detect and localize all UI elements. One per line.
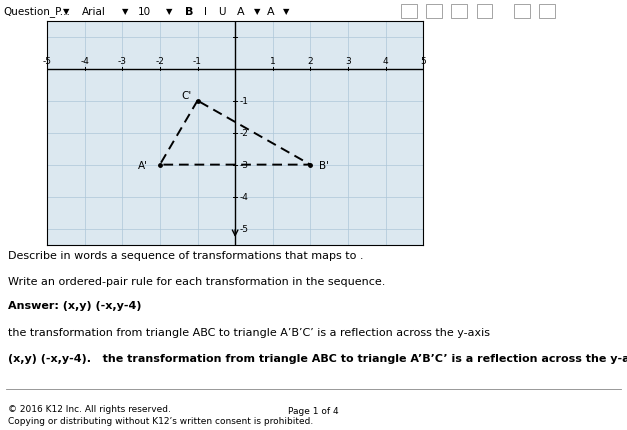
Text: -3: -3 <box>118 57 127 66</box>
Bar <box>426 5 442 19</box>
Text: the transformation from triangle ABC to triangle A’B’C’ is a reflection across t: the transformation from triangle ABC to … <box>8 328 490 338</box>
Text: -4: -4 <box>240 193 248 202</box>
Text: 5: 5 <box>420 57 426 66</box>
Text: A': A' <box>138 160 148 170</box>
Text: ▼: ▼ <box>283 7 290 16</box>
Text: I: I <box>204 7 207 17</box>
Text: -1: -1 <box>240 97 249 106</box>
Text: Question_P...: Question_P... <box>3 6 70 17</box>
Text: ▼: ▼ <box>122 7 129 16</box>
Text: 1: 1 <box>270 57 276 66</box>
Bar <box>514 5 530 19</box>
Text: -3: -3 <box>240 161 249 170</box>
Text: 2: 2 <box>308 57 313 66</box>
Text: ▼: ▼ <box>63 7 69 16</box>
Text: -5: -5 <box>240 224 249 233</box>
Text: -2: -2 <box>155 57 164 66</box>
Text: Answer: (x,y) (-x,y-4): Answer: (x,y) (-x,y-4) <box>8 301 141 310</box>
Text: (x,y) (-x,y-4).   the transformation from triangle ABC to triangle A’B’C’ is a r: (x,y) (-x,y-4). the transformation from … <box>8 353 627 363</box>
Text: 4: 4 <box>383 57 388 66</box>
Text: A: A <box>237 7 245 17</box>
Text: -2: -2 <box>240 129 248 138</box>
Bar <box>477 5 492 19</box>
Text: Write an ordered-pair rule for each transformation in the sequence.: Write an ordered-pair rule for each tran… <box>8 276 385 286</box>
Text: B': B' <box>319 160 329 170</box>
Text: Describe in words a sequence of transformations that maps to .: Describe in words a sequence of transfor… <box>8 250 363 260</box>
Text: Arial: Arial <box>82 7 105 17</box>
Text: 3: 3 <box>345 57 351 66</box>
Bar <box>539 5 555 19</box>
Text: 10: 10 <box>138 7 151 17</box>
Text: © 2016 K12 Inc. All rights reserved.
Copying or distributing without K12’s writt: © 2016 K12 Inc. All rights reserved. Cop… <box>8 404 313 425</box>
Text: C': C' <box>182 91 192 101</box>
Text: U: U <box>218 7 226 17</box>
Text: A: A <box>266 7 274 17</box>
Text: Page 1 of 4: Page 1 of 4 <box>288 406 339 415</box>
Text: ▼: ▼ <box>166 7 172 16</box>
Bar <box>451 5 467 19</box>
Text: B: B <box>185 7 193 17</box>
Text: -5: -5 <box>43 57 51 66</box>
Text: -1: -1 <box>193 57 202 66</box>
Text: ▼: ▼ <box>254 7 260 16</box>
Text: -4: -4 <box>80 57 89 66</box>
Bar <box>401 5 417 19</box>
